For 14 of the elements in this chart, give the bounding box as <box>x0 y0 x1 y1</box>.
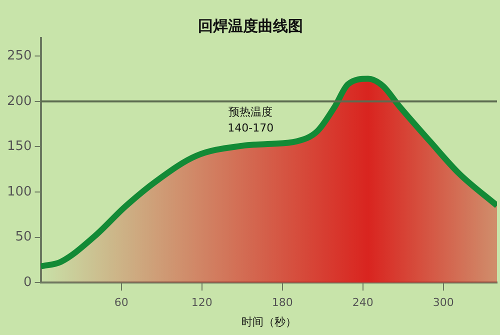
y-tick-label: 150 <box>6 139 32 154</box>
y-tick-label: 100 <box>6 184 32 200</box>
x-tick-label: 180 <box>272 296 293 310</box>
x-tick-label: 240 <box>352 296 374 310</box>
y-tick-label: 200 <box>6 94 32 109</box>
x-tick-label: 60 <box>114 296 128 310</box>
chart-title: 回焊温度曲线图 <box>198 16 303 35</box>
x-axis-title: 时间（秒） <box>241 315 296 328</box>
x-tick-label: 120 <box>191 296 212 310</box>
y-tick-label: 50 <box>15 230 32 245</box>
annotation: 预热温度 140-170 <box>228 106 274 135</box>
y-tick-label: 250 <box>6 48 32 64</box>
x-tick-label: 300 <box>432 296 454 310</box>
y-tick-label: 0 <box>24 274 32 290</box>
